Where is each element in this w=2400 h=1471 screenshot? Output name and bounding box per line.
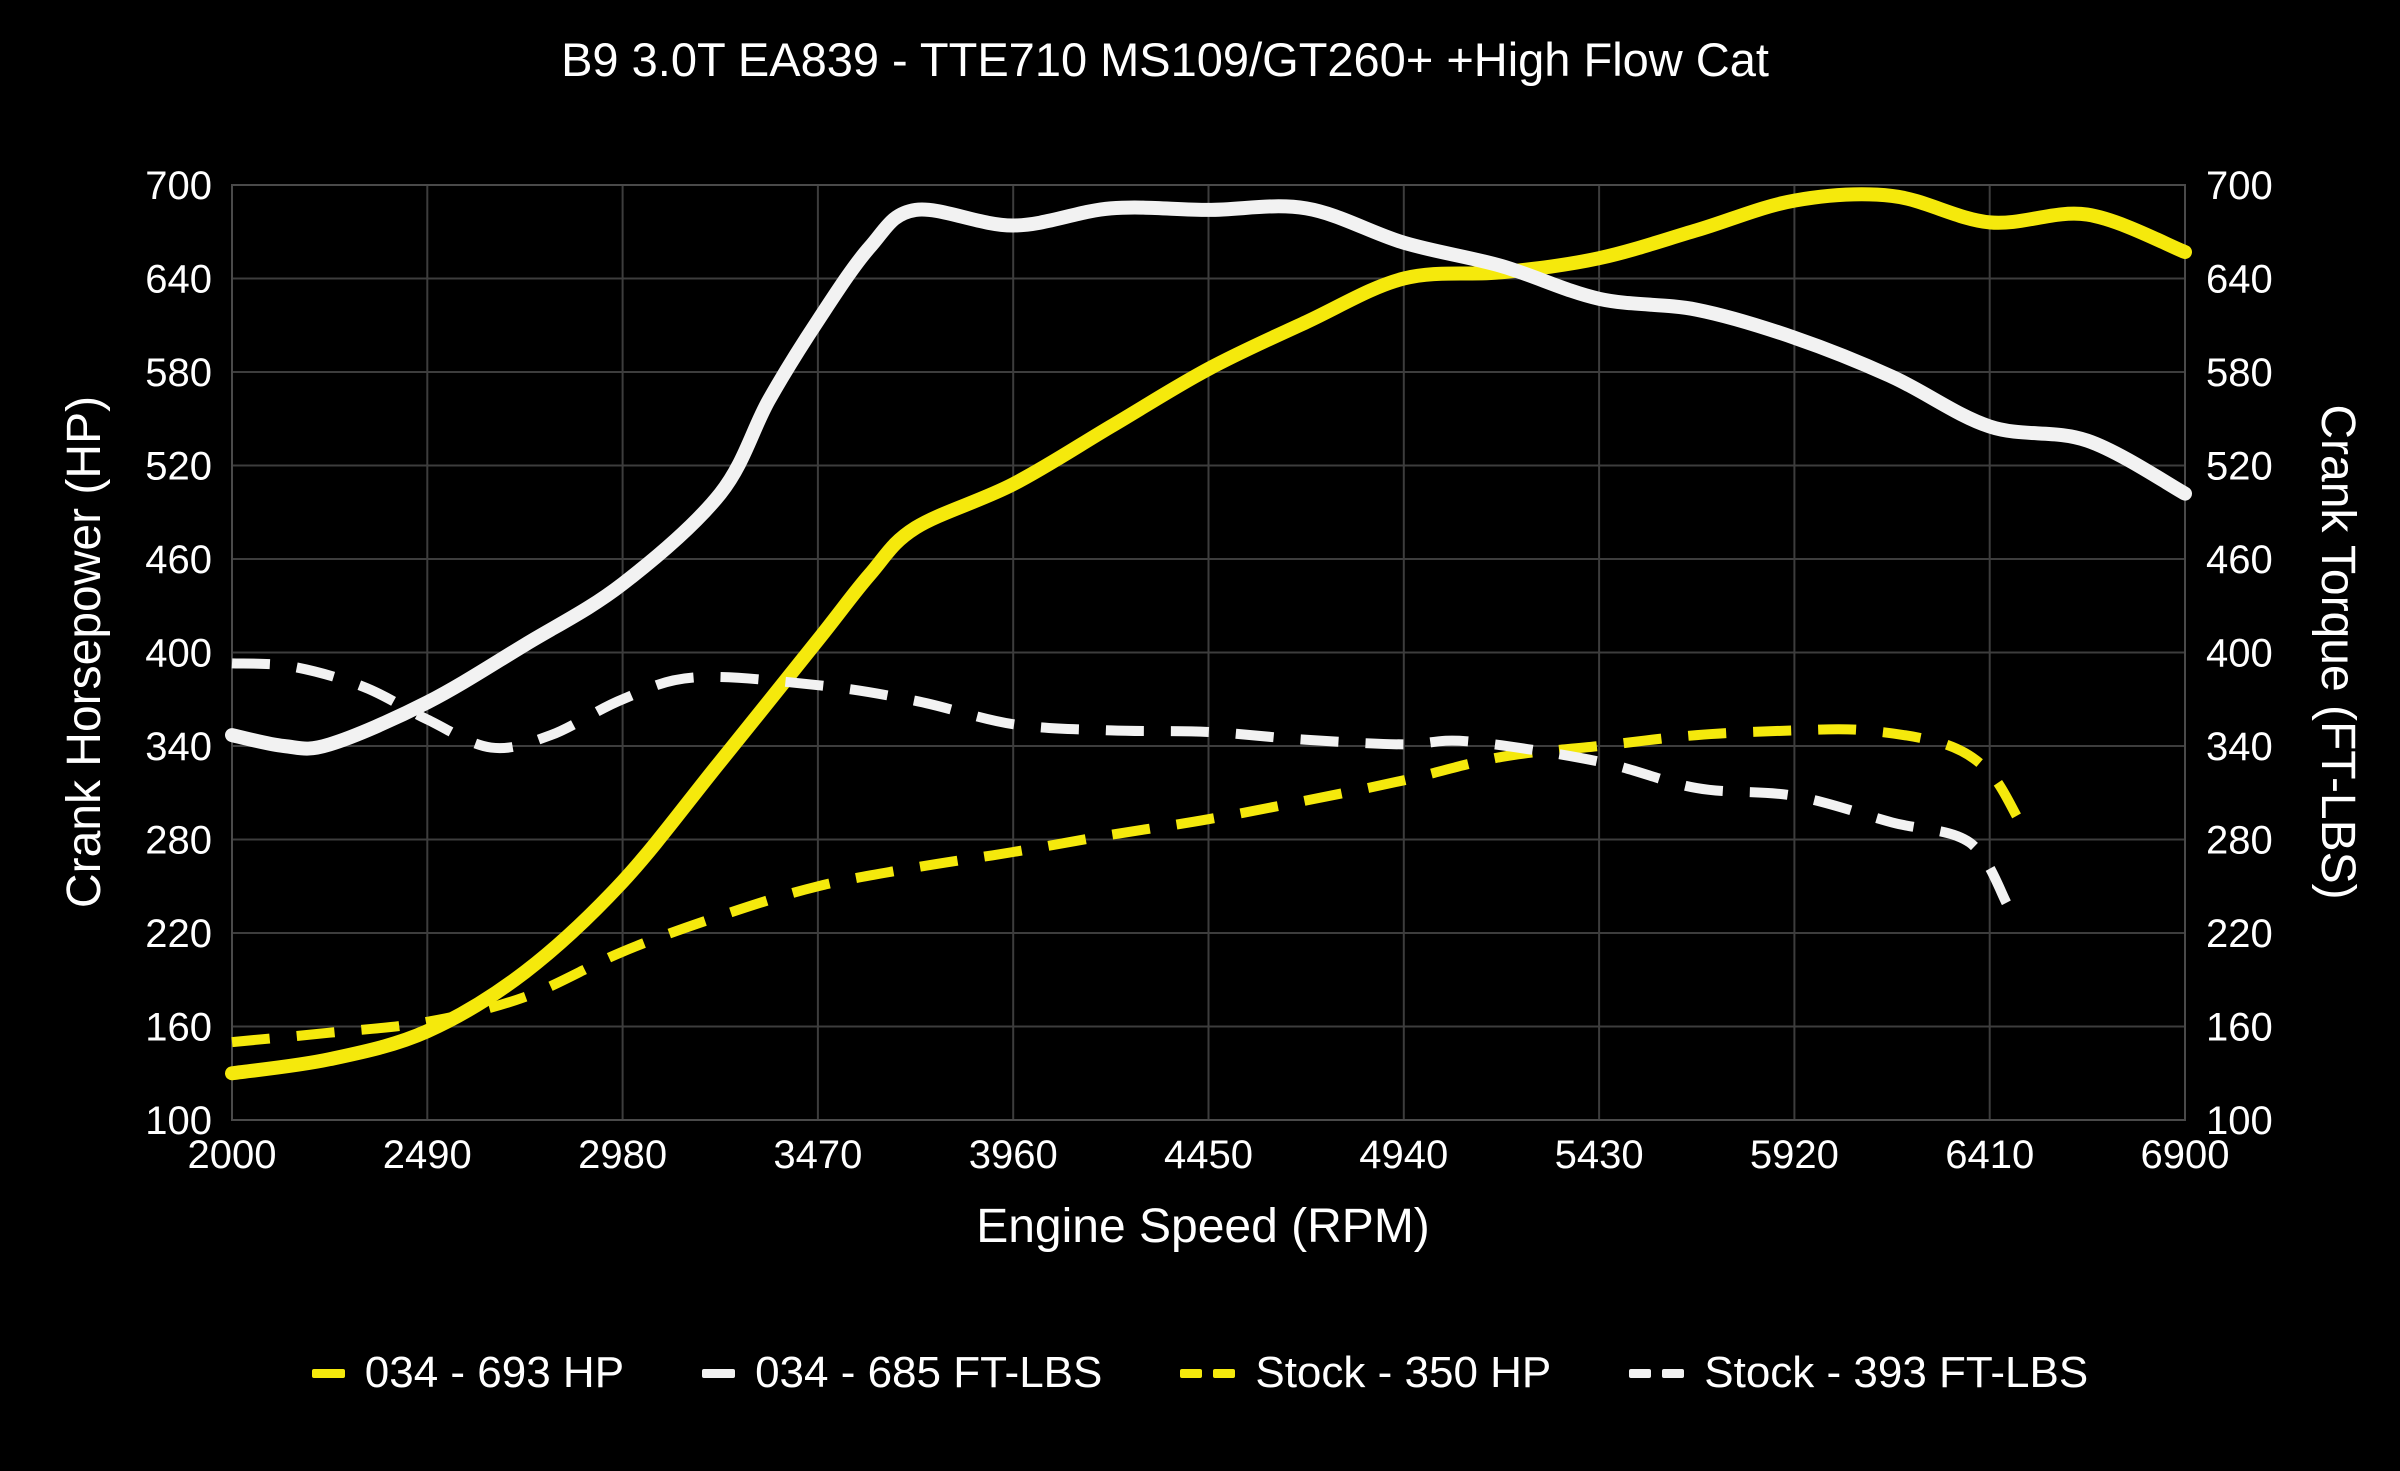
- x-tick-label: 2000: [188, 1133, 277, 1177]
- y-tick-label-left: 580: [145, 351, 212, 395]
- curve-series-3: [231, 658, 2013, 908]
- y-tick-label-left: 220: [145, 912, 212, 956]
- y-tick-label-right: 520: [2206, 445, 2273, 489]
- x-tick-label: 2980: [578, 1133, 667, 1177]
- curve-series-0: [225, 187, 2192, 1081]
- legend-label: Stock - 350 HP: [1255, 1348, 1552, 1397]
- x-tick-label: 4450: [1164, 1133, 1253, 1177]
- x-tick-label: 3960: [969, 1133, 1058, 1177]
- y-tick-label-right: 700: [2206, 164, 2273, 208]
- legend-marker-dashed-white-icon: [1629, 1368, 1685, 1378]
- y-tick-label-left: 400: [145, 632, 212, 676]
- x-tick-label: 4940: [1359, 1133, 1448, 1177]
- y-tick-label-right: 580: [2206, 351, 2273, 395]
- y-tick-label-right: 640: [2206, 258, 2273, 302]
- y-axis-title-right: Crank Torque (FT-LBS): [2311, 404, 2364, 899]
- y-axis-title-left: Crank Horsepower (HP): [58, 396, 111, 908]
- y-tick-label-left: 100: [145, 1099, 212, 1143]
- legend-item-stock-hp: Stock - 350 HP: [1180, 1348, 1551, 1398]
- x-tick-label: 6410: [1945, 1133, 2034, 1177]
- y-tick-label-left: 520: [145, 445, 212, 489]
- x-tick-label: 3470: [773, 1133, 862, 1177]
- y-tick-label-left: 460: [145, 538, 212, 582]
- chart-title: B9 3.0T EA839 - TTE710 MS109/GT260+ +Hig…: [561, 33, 1769, 86]
- y-tick-label-left: 160: [145, 1006, 212, 1050]
- x-tick-label: 5430: [1555, 1133, 1644, 1177]
- y-tick-label-right: 340: [2206, 725, 2273, 769]
- legend-item-stock-torque: Stock - 393 FT-LBS: [1629, 1348, 2088, 1398]
- y-tick-label-right: 100: [2206, 1099, 2273, 1143]
- y-tick-label-left: 700: [145, 164, 212, 208]
- curve-series-2: [231, 724, 2022, 1048]
- plot-border: [231, 184, 2186, 1121]
- x-tick-label: 6900: [2141, 1133, 2230, 1177]
- legend-label: 034 - 693 HP: [364, 1348, 625, 1397]
- legend-item-034-torque: 034 - 685 FT-LBS: [702, 1348, 1102, 1398]
- y-tick-label-left: 640: [145, 258, 212, 302]
- y-tick-label-left: 340: [145, 725, 212, 769]
- y-tick-label-right: 460: [2206, 538, 2273, 582]
- y-tick-label-right: 280: [2206, 819, 2273, 863]
- y-tick-label-right: 400: [2206, 632, 2273, 676]
- y-tick-label-right: 160: [2206, 1006, 2273, 1050]
- chart-legend: 034 - 693 HP 034 - 685 FT-LBS Stock - 35…: [0, 1338, 2400, 1408]
- legend-item-034-hp: 034 - 693 HP: [311, 1348, 625, 1398]
- legend-marker-solid-yellow-icon: [311, 1368, 345, 1378]
- x-axis-title: Engine Speed (RPM): [976, 1200, 1430, 1253]
- legend-label: Stock - 393 FT-LBS: [1704, 1348, 2089, 1397]
- x-tick-label: 2490: [383, 1133, 472, 1177]
- y-tick-label-right: 220: [2206, 912, 2273, 956]
- curve-series-1: [225, 199, 2192, 756]
- x-tick-label: 5920: [1750, 1133, 1839, 1177]
- legend-marker-solid-white-icon: [702, 1368, 736, 1378]
- y-tick-label-left: 280: [145, 819, 212, 863]
- legend-label: 034 - 685 FT-LBS: [755, 1348, 1103, 1397]
- legend-marker-dashed-yellow-icon: [1180, 1368, 1236, 1378]
